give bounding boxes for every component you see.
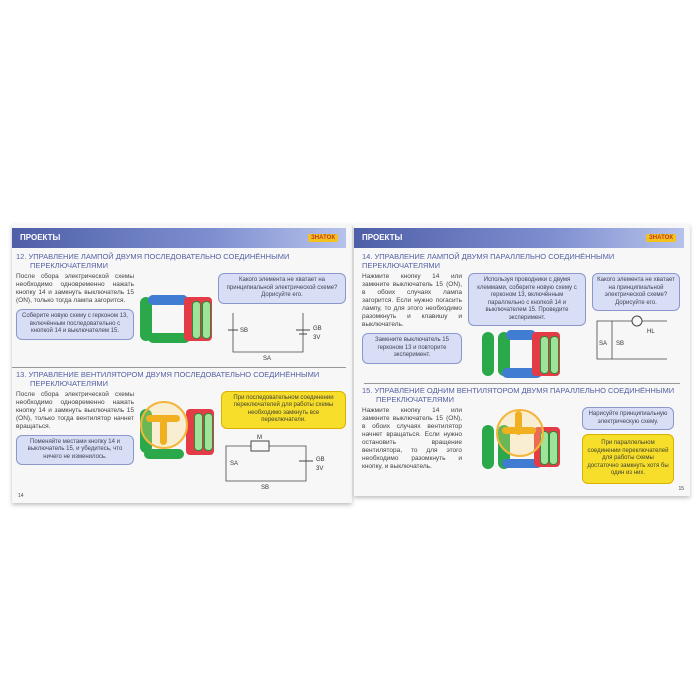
project-14: 14. УПРАВЛЕНИЕ ЛАМПОЙ ДВУМЯ ПАРАЛЛЕЛЬНО … bbox=[354, 252, 690, 380]
task-box: Соберите новую схему с герконом 13, вклю… bbox=[16, 309, 134, 340]
title-line: 15. УПРАВЛЕНИЕ ОДНИМ ВЕНТИЛЯТОРОМ ДВУМЯ … bbox=[362, 386, 675, 395]
label-sa: SA bbox=[263, 356, 271, 362]
schematic-diagram: M SA GB 3V SB bbox=[225, 435, 325, 491]
right-page: ПРОЕКТЫ ЗНАТОК 14. УПРАВЛЕНИЕ ЛАМПОЙ ДВУМ… bbox=[354, 224, 690, 496]
note-box: При параллельном соединении переключател… bbox=[582, 434, 674, 484]
schematic-diagram: SB GB 3V SA bbox=[228, 312, 322, 362]
schematic-diagram: HL SA SB bbox=[596, 315, 667, 360]
label-hl: HL bbox=[647, 329, 655, 335]
label-gb: GB bbox=[313, 326, 322, 332]
page-header: ПРОЕКТЫ ЗНАТОК bbox=[12, 228, 346, 248]
project-12-title: 12. УПРАВЛЕНИЕ ЛАМПОЙ ДВУМЯ ПОСЛЕДОВАТЕЛ… bbox=[16, 252, 346, 270]
project-13-text: После сбора электрической схемы необходи… bbox=[16, 390, 134, 430]
label-sa: SA bbox=[230, 461, 238, 467]
page-header: ПРОЕКТЫ ЗНАТОК bbox=[354, 228, 684, 248]
page-number: 14 bbox=[18, 492, 24, 499]
project-13: 13. УПРАВЛЕНИЕ ВЕНТИЛЯТОРОМ ДВУМЯ ПОСЛЕД… bbox=[12, 370, 352, 493]
header-title: ПРОЕКТЫ bbox=[362, 233, 403, 242]
title-line: ПЕРЕКЛЮЧАТЕЛЯМИ bbox=[30, 261, 108, 270]
question-box: Какого элемента не хватает на принципиал… bbox=[218, 273, 346, 304]
circuit-board-photo bbox=[482, 330, 560, 378]
project-14-text: Нажмите кнопку 14 или замкните выключате… bbox=[362, 273, 462, 328]
label-sb: SB bbox=[261, 485, 269, 491]
project-15-text: Нажмите кнопку 14 или замкните выключате… bbox=[362, 407, 462, 470]
project-15: 15. УПРАВЛЕНИЕ ОДНИМ ВЕНТИЛЯТОРОМ ДВУМЯ … bbox=[354, 386, 690, 486]
title-line: 13. УПРАВЛЕНИЕ ВЕНТИЛЯТОРОМ ДВУМЯ ПОСЛЕД… bbox=[16, 369, 320, 379]
label-voltage: 3V bbox=[316, 466, 323, 472]
label-sb: SB bbox=[616, 341, 624, 347]
task-box: Поменяйте местами кнопку 14 и выключател… bbox=[16, 434, 134, 465]
project-15-title: 15. УПРАВЛЕНИЕ ОДНИМ ВЕНТИЛЯТОРОМ ДВУМЯ … bbox=[362, 386, 684, 404]
project-14-title: 14. УПРАВЛЕНИЕ ЛАМПОЙ ДВУМЯ ПАРАЛЛЕЛЬНО … bbox=[362, 252, 615, 270]
brand-logo: ЗНАТОК bbox=[646, 234, 676, 242]
project-12: 12. УПРАВЛЕНИЕ ЛАМПОЙ ДВУМЯ ПОСЛЕДОВАТЕЛ… bbox=[12, 252, 352, 364]
page-number: 15 bbox=[678, 485, 684, 492]
project-12-text: После сбора электрической схемы необходи… bbox=[16, 273, 134, 304]
fan-circuit-photo bbox=[140, 400, 215, 459]
label-voltage: 3V bbox=[313, 335, 320, 341]
divider bbox=[364, 383, 680, 384]
label-m: M bbox=[257, 435, 262, 441]
divider bbox=[12, 366, 346, 368]
brand-logo: ЗНАТОК bbox=[308, 234, 338, 242]
note-box: При последовательном соединении переключ… bbox=[221, 390, 346, 429]
label-sa: SA bbox=[599, 341, 607, 347]
title-line: 12. УПРАВЛЕНИЕ ЛАМПОЙ ДВУМЯ ПОСЛЕДОВАТЕЛ… bbox=[16, 252, 290, 261]
question-box: Какого элемента не хватает на принципиал… bbox=[592, 273, 680, 311]
fan-circuit-photo bbox=[482, 407, 562, 469]
project-13-title: 13. УПРАВЛЕНИЕ ВЕНТИЛЯТОРОМ ДВУМЯ ПОСЛЕД… bbox=[16, 370, 346, 388]
circuit-board-photo bbox=[140, 295, 212, 343]
title-line: ПЕРЕКЛЮЧАТЕЛЯМИ bbox=[30, 378, 108, 388]
header-title: ПРОЕКТЫ bbox=[20, 233, 61, 242]
label-sb: SB bbox=[240, 328, 248, 334]
left-page: ПРОЕКТЫ ЗНАТОК 12. УПРАВЛЕНИЕ ЛАМПОЙ ДВУМ… bbox=[12, 224, 352, 503]
task-box: Нарисуйте принципиальную электрическую с… bbox=[582, 407, 674, 430]
task-box: Используя проводники с двумя клеммами, с… bbox=[468, 273, 586, 326]
title-line: ПЕРЕКЛЮЧАТЕЛЯМИ bbox=[376, 395, 454, 404]
label-gb: GB bbox=[316, 457, 325, 463]
task-box: Замените выключатель 15 герконом 13 и по… bbox=[362, 333, 462, 364]
